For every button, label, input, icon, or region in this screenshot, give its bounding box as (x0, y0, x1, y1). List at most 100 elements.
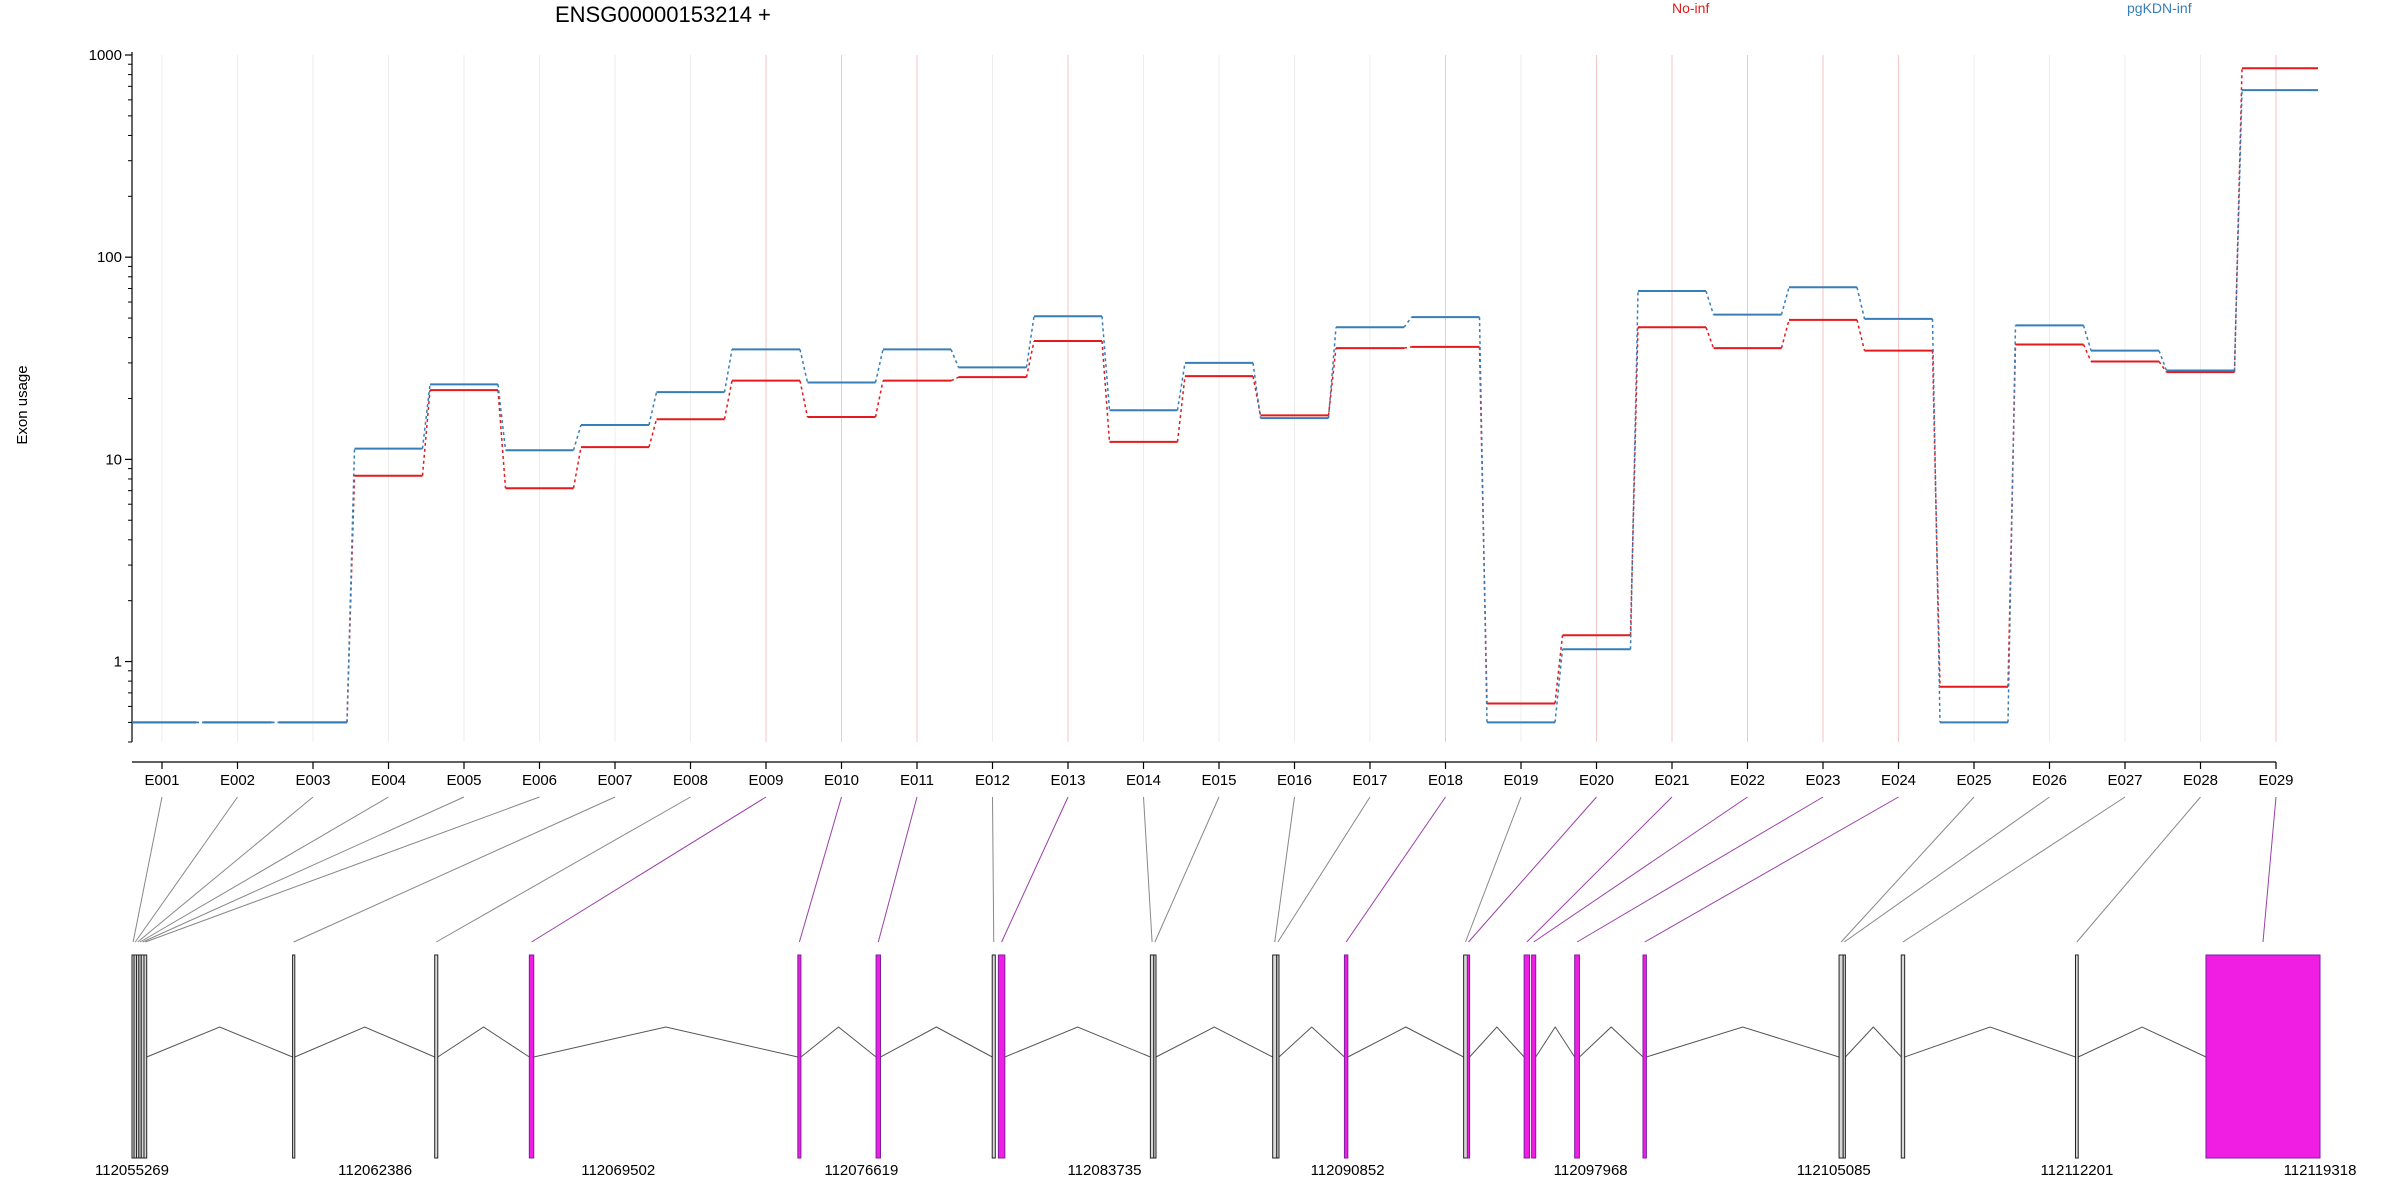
series-no-inf-connector-e019 (1554, 635, 1564, 704)
legend-entry-pgkdn-inf: pgKDN-inf (2127, 0, 2192, 16)
series-no-inf-connector-e014 (1176, 376, 1186, 442)
intron-e018 (1347, 1026, 1464, 1058)
genome-coordinate-label: 112076619 (824, 1162, 898, 1179)
x-tick-label-e026: E026 (2032, 772, 2067, 789)
series-pgkdn-inf-connector-e015 (1252, 362, 1262, 419)
connector-e026 (1843, 796, 2050, 943)
exon-box-e013 (997, 954, 1006, 1159)
exon-box-e028 (2074, 954, 2079, 1159)
x-tick-label-e025: E025 (1956, 772, 1991, 789)
series-no-inf-connector-e021 (1705, 327, 1715, 349)
x-tick-label-e021: E021 (1654, 772, 1689, 789)
intron-e007 (294, 1026, 435, 1058)
legend-entry-no-inf: No-inf (1672, 0, 1709, 16)
x-tick-label-e016: E016 (1277, 772, 1312, 789)
series-pgkdn-inf-connector-e025 (2007, 325, 2017, 723)
series-no-inf-connector-e017 (1403, 346, 1412, 349)
series-no-inf-connector-e008 (723, 380, 733, 420)
x-tick-label-e028: E028 (2183, 772, 2218, 789)
connector-e022 (1533, 796, 1748, 943)
series-no-inf-connector-e004 (421, 390, 431, 476)
genome-coordinate-label: 112062386 (338, 1162, 412, 1179)
series-pgkdn-inf-connector-e018 (1478, 317, 1488, 723)
connector-e011 (877, 796, 918, 943)
y-tick-label-10: 10 (105, 451, 122, 468)
connector-e027 (1902, 796, 2126, 943)
exon-box-e008 (434, 954, 439, 1159)
intron-e028 (2077, 1026, 2207, 1058)
x-tick-label-e002: E002 (220, 772, 255, 789)
genome-coordinate-label: 112112201 (2040, 1162, 2113, 1179)
plot-area: 1 10 100 1000 E001 E002 E003 E004 E005 E006 E007 E0… (89, 47, 2357, 1179)
intron-e024 (1646, 1026, 1840, 1058)
connector-e005 (142, 796, 465, 943)
series-pgkdn-inf-connector-e005 (497, 384, 507, 451)
x-tick-label-e011: E011 (900, 772, 934, 789)
intron-e017 (1278, 1026, 1345, 1058)
series-pgkdn-inf-connector-e016 (1327, 327, 1337, 419)
x-tick-label-e014: E014 (1126, 772, 1161, 789)
series-no-inf-connector-e009 (799, 380, 809, 418)
exon-box-e006 (143, 954, 148, 1159)
series-no-inf-connector-e013 (1101, 340, 1111, 442)
exon-box-e012 (991, 954, 996, 1159)
exon-box-e029 (2205, 954, 2321, 1159)
x-tick-label-e001: E001 (144, 772, 179, 789)
series-no-inf-connector-e023 (1856, 319, 1866, 351)
intron-e008 (437, 1026, 530, 1058)
intron-e011 (880, 1026, 993, 1058)
series-pgkdn-inf-connector-e007 (648, 391, 658, 426)
genome-coordinate-label: 112097968 (1554, 1162, 1628, 1179)
x-tick-label-e009: E009 (748, 772, 783, 789)
series-no-inf-connector-e007 (648, 419, 658, 448)
series-pgkdn-inf-connector-e010 (874, 349, 884, 383)
x-tick-label-e008: E008 (673, 772, 708, 789)
series-no-inf-connector-e012 (1025, 340, 1035, 378)
exon-box-e018 (1343, 954, 1349, 1159)
connector-e002 (134, 796, 238, 943)
x-tick-label-e017: E017 (1352, 772, 1387, 789)
series-no-inf-connector-e015 (1252, 376, 1262, 416)
connector-e004 (139, 796, 389, 943)
chart-title: ENSG00000153214 + (555, 2, 771, 27)
intron-e010 (800, 1026, 877, 1058)
exon-box-e010 (797, 954, 802, 1159)
series-pgkdn-inf-connector-e028 (2233, 90, 2243, 371)
intron-e015 (1155, 1026, 1273, 1058)
x-tick-label-e015: E015 (1201, 772, 1236, 789)
x-tick-label-e024: E024 (1881, 772, 1916, 789)
connector-e017 (1277, 796, 1371, 943)
intron-e022 (1535, 1026, 1576, 1058)
connector-e023 (1576, 796, 1824, 943)
exon-box-e023 (1574, 954, 1580, 1159)
x-tick-label-e010: E010 (824, 772, 859, 789)
series-pgkdn-inf-connector-e014 (1176, 362, 1186, 411)
series-pgkdn-inf-connector-e023 (1856, 287, 1866, 320)
exon-box-e021 (1523, 954, 1531, 1159)
series-pgkdn-inf-connector-e012 (1025, 316, 1035, 368)
genome-coordinate-label: 112105085 (1797, 1162, 1871, 1179)
x-tick-label-e012: E012 (975, 772, 1010, 789)
connector-e013 (1001, 796, 1069, 943)
exon-box-e011 (875, 954, 882, 1159)
intron-e006 (146, 1026, 293, 1058)
intron-e009 (533, 1026, 798, 1058)
connector-e025 (1840, 796, 1975, 943)
series-pgkdn-inf-connector-e022 (1780, 287, 1790, 315)
x-tick-label-e020: E020 (1579, 772, 1614, 789)
x-tick-label-e022: E022 (1730, 772, 1765, 789)
x-tick-label-e027: E027 (2107, 772, 2142, 789)
x-tick-label-e018: E018 (1428, 772, 1463, 789)
exon-box-e019 (1463, 954, 1468, 1159)
x-tick-label-e029: E029 (2258, 772, 2293, 789)
connector-e015 (1154, 796, 1220, 943)
connector-e006 (145, 796, 540, 943)
exon-box-e017 (1276, 954, 1280, 1159)
series-pgkdn-inf-connector-e019 (1554, 649, 1564, 723)
series-no-inf-connector-e022 (1780, 319, 1790, 349)
connector-e019 (1465, 796, 1522, 943)
connector-e008 (435, 796, 691, 943)
y-tick-label-1000: 1000 (89, 47, 122, 64)
exon-box-e016 (1272, 954, 1278, 1159)
